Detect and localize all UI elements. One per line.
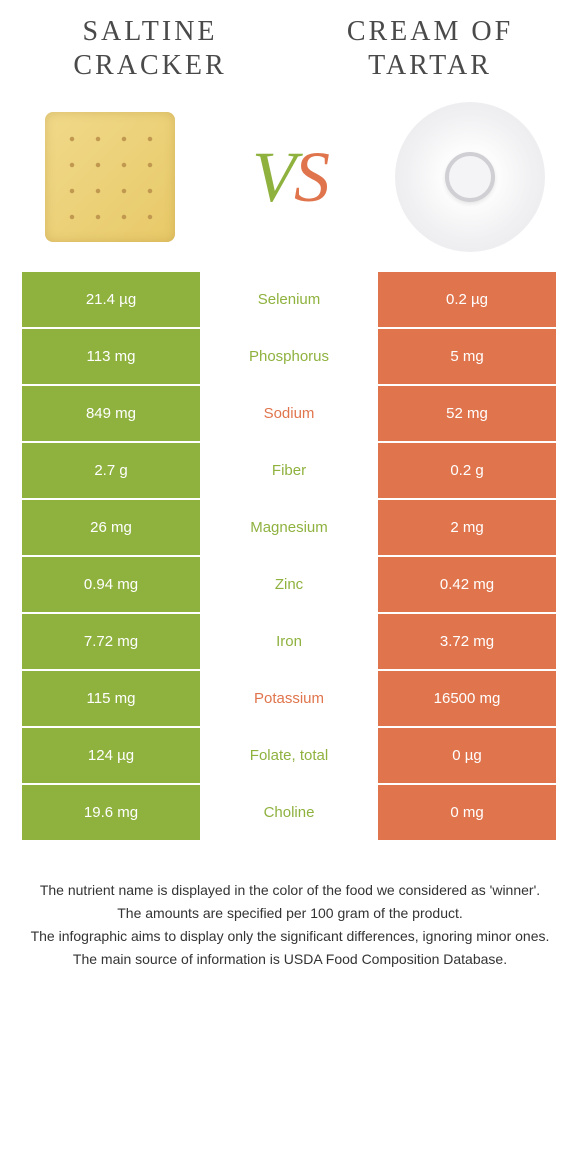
- nutrient-label: Sodium: [200, 386, 378, 441]
- nutrient-label: Zinc: [200, 557, 378, 612]
- nutrient-label: Selenium: [200, 272, 378, 327]
- left-value: 124 µg: [22, 728, 200, 783]
- table-row: 7.72 mgIron3.72 mg: [22, 614, 558, 669]
- comparison-table: 21.4 µgSelenium0.2 µg113 mgPhosphorus5 m…: [22, 272, 558, 840]
- right-value: 5 mg: [378, 329, 556, 384]
- table-row: 0.94 mgZinc0.42 mg: [22, 557, 558, 612]
- footer-line-2: The amounts are specified per 100 gram o…: [30, 903, 550, 924]
- left-value: 7.72 mg: [22, 614, 200, 669]
- table-row: 849 mgSodium52 mg: [22, 386, 558, 441]
- footer-line-4: The main source of information is USDA F…: [30, 949, 550, 970]
- left-value: 0.94 mg: [22, 557, 200, 612]
- table-row: 115 mgPotassium16500 mg: [22, 671, 558, 726]
- table-row: 26 mgMagnesium2 mg: [22, 500, 558, 555]
- table-row: 2.7 gFiber0.2 g: [22, 443, 558, 498]
- right-value: 0 mg: [378, 785, 556, 840]
- right-value: 52 mg: [378, 386, 556, 441]
- left-food-image: [30, 102, 190, 252]
- right-value: 0.2 µg: [378, 272, 556, 327]
- right-food-image: [390, 102, 550, 252]
- title-left: SALTINE CRACKER: [30, 15, 270, 82]
- left-value: 19.6 mg: [22, 785, 200, 840]
- nutrient-label: Magnesium: [200, 500, 378, 555]
- left-value: 113 mg: [22, 329, 200, 384]
- nutrient-label: Phosphorus: [200, 329, 378, 384]
- right-value: 3.72 mg: [378, 614, 556, 669]
- vs-label: VS: [252, 136, 328, 219]
- nutrient-label: Choline: [200, 785, 378, 840]
- vs-v: V: [252, 137, 294, 217]
- nutrient-label: Iron: [200, 614, 378, 669]
- left-value: 26 mg: [22, 500, 200, 555]
- cracker-icon: [45, 112, 175, 242]
- nutrient-label: Fiber: [200, 443, 378, 498]
- right-value: 0 µg: [378, 728, 556, 783]
- images-row: VS: [0, 92, 580, 272]
- table-row: 21.4 µgSelenium0.2 µg: [22, 272, 558, 327]
- right-value: 2 mg: [378, 500, 556, 555]
- footer: The nutrient name is displayed in the co…: [0, 880, 580, 970]
- header: SALTINE CRACKER CREAM OF TARTAR: [0, 0, 580, 92]
- footer-line-1: The nutrient name is displayed in the co…: [30, 880, 550, 901]
- footer-line-3: The infographic aims to display only the…: [30, 926, 550, 947]
- right-value: 0.2 g: [378, 443, 556, 498]
- right-value: 16500 mg: [378, 671, 556, 726]
- powder-icon: [395, 102, 545, 252]
- left-value: 115 mg: [22, 671, 200, 726]
- table-row: 113 mgPhosphorus5 mg: [22, 329, 558, 384]
- vs-s: S: [294, 137, 328, 217]
- powder-ring: [445, 152, 495, 202]
- table-row: 124 µgFolate, total0 µg: [22, 728, 558, 783]
- right-value: 0.42 mg: [378, 557, 556, 612]
- left-value: 21.4 µg: [22, 272, 200, 327]
- table-row: 19.6 mgCholine0 mg: [22, 785, 558, 840]
- nutrient-label: Folate, total: [200, 728, 378, 783]
- left-value: 2.7 g: [22, 443, 200, 498]
- title-right: CREAM OF TARTAR: [310, 15, 550, 82]
- nutrient-label: Potassium: [200, 671, 378, 726]
- left-value: 849 mg: [22, 386, 200, 441]
